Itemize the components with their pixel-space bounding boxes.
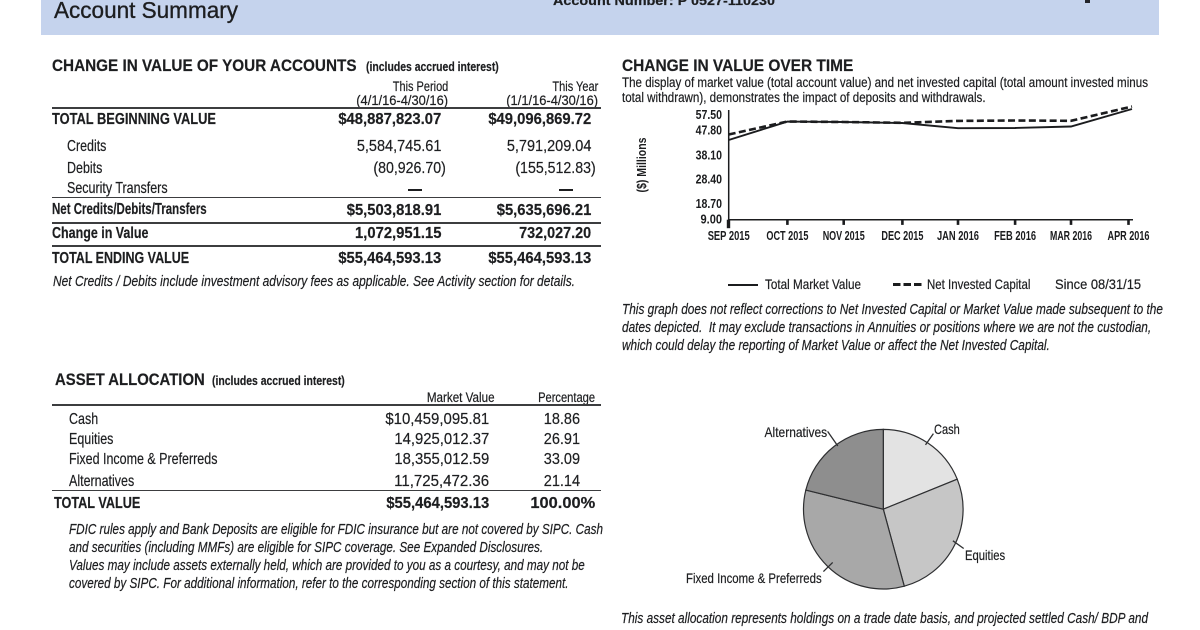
svg-text:9.00: 9.00 <box>701 212 723 227</box>
svg-text:FEB 2016: FEB 2016 <box>994 228 1036 243</box>
svg-text:18.70: 18.70 <box>696 196 722 211</box>
svg-text:MAR 2016: MAR 2016 <box>1050 228 1092 243</box>
svg-text:47.80: 47.80 <box>696 123 722 138</box>
svg-text:OCT 2015: OCT 2015 <box>766 228 808 243</box>
svg-text:28.40: 28.40 <box>696 172 722 187</box>
svg-text:NOV 2015: NOV 2015 <box>823 228 865 243</box>
svg-text:57.50: 57.50 <box>696 107 722 122</box>
svg-text:38.10: 38.10 <box>696 147 722 162</box>
svg-text:SEP 2015: SEP 2015 <box>708 228 750 243</box>
svg-text:APR 2016: APR 2016 <box>1108 228 1150 243</box>
svg-text:($) Millions: ($) Millions <box>635 137 649 192</box>
svg-text:DEC 2015: DEC 2015 <box>881 228 923 243</box>
svg-text:JAN 2016: JAN 2016 <box>937 228 979 243</box>
